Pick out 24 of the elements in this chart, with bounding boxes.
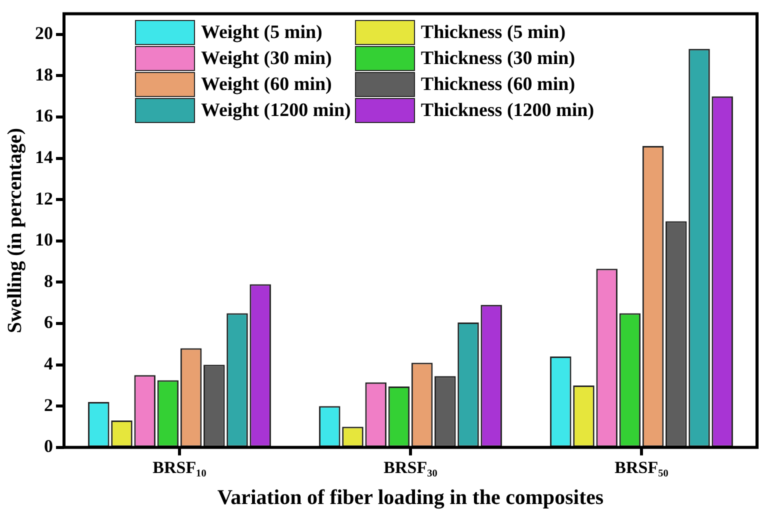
y-tick-label: 4 <box>44 353 53 374</box>
y-tick-label: 14 <box>35 146 53 167</box>
y-tick-label: 2 <box>44 394 53 415</box>
y-tick-label: 18 <box>35 64 53 84</box>
y-tick-label: 20 <box>35 23 53 44</box>
legend-label: Weight (60 min) <box>201 74 332 96</box>
y-tick-label: 12 <box>35 188 53 208</box>
legend-label: Weight (30 min) <box>201 48 332 70</box>
x-tick-label: BRSF₅₀ <box>614 458 668 477</box>
x-tick-label: BRSF₁₀ <box>152 458 206 477</box>
x-axis-title: Variation of fiber loading in the composites <box>217 484 604 509</box>
y-tick-label: 8 <box>44 270 53 291</box>
x-tick-label: BRSF₃₀ <box>384 458 438 477</box>
legend-label: Weight (5 min) <box>201 22 322 44</box>
legend-label: Thickness (1200 min) <box>420 100 594 122</box>
y-tick-label: 10 <box>35 230 53 250</box>
y-axis-title: Swelling (in percentage) <box>4 128 26 334</box>
legend-label: Weight (1200 min) <box>201 100 351 122</box>
legend-label: Thickness (60 min) <box>420 74 576 96</box>
y-tick-label: 6 <box>44 312 53 332</box>
y-tick-label: 16 <box>35 106 53 126</box>
y-tick-label: 0 <box>44 436 53 456</box>
legend-label: Thickness (5 min) <box>420 22 566 44</box>
legend-label: Thickness (30 min) <box>420 48 576 70</box>
